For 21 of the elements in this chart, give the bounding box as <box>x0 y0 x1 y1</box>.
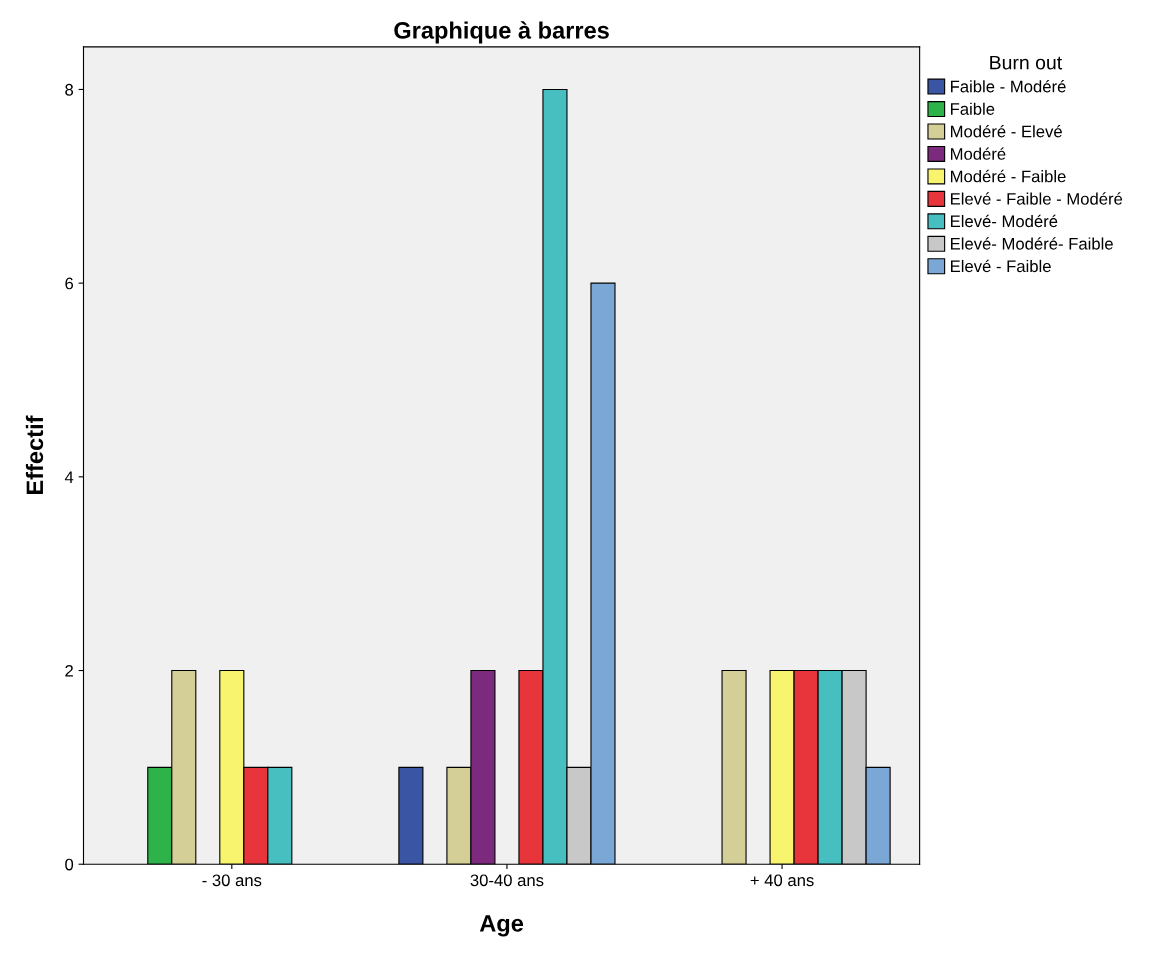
legend-label: Modéré - Faible <box>951 169 1066 183</box>
legend-label: Elevé - Faible - Modéré <box>951 192 1123 205</box>
chart-title: Graphique à barres <box>394 21 609 44</box>
y-tick-label: 6 <box>65 277 74 290</box>
x-tick-label: + 40 ans <box>750 874 814 887</box>
y-tick-label: 0 <box>65 858 74 871</box>
legend-label: Elevé- Modéré- Faible <box>951 237 1113 250</box>
legend-label: Modéré - Elevé <box>951 124 1062 138</box>
legend-label: Faible <box>951 102 995 115</box>
y-axis-title: Effectif <box>25 415 44 494</box>
legend-label: Faible - Modéré <box>951 80 1066 93</box>
legend-label: Elevé - Faible <box>951 259 1051 273</box>
y-tick-label: 8 <box>65 83 74 96</box>
x-tick-label: 30-40 ans <box>470 874 544 887</box>
x-axis-title: Age <box>479 915 524 937</box>
legend-title: Burn out <box>990 55 1063 70</box>
y-tick-label: 2 <box>65 664 73 677</box>
legend-label: Modéré <box>951 147 1006 160</box>
y-tick-label: 4 <box>64 471 74 483</box>
x-tick-label: - 30 ans <box>202 874 262 887</box>
legend-label: Elevé- Modéré <box>951 214 1058 228</box>
